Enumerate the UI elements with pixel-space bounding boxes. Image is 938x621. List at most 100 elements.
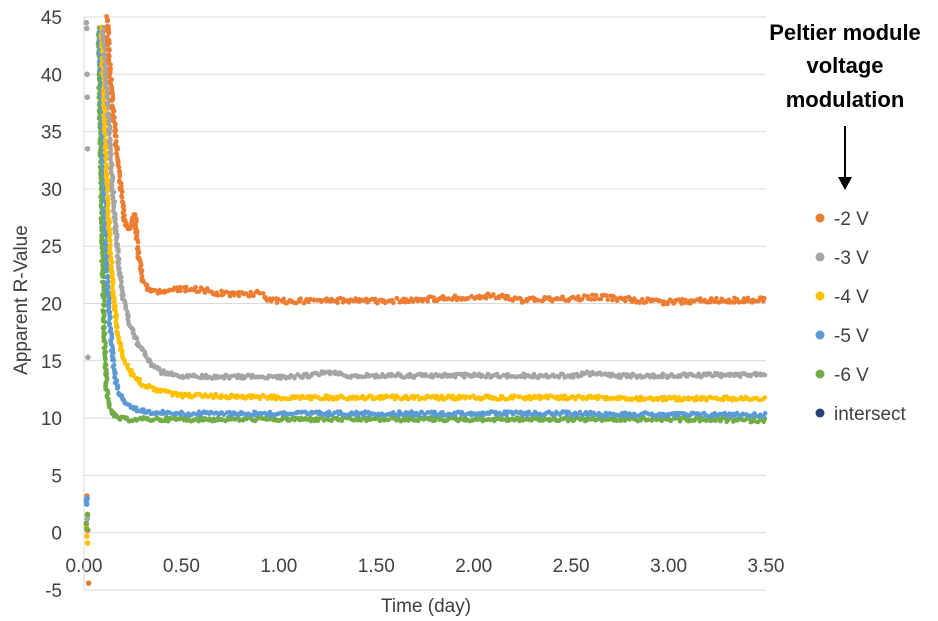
data-point xyxy=(102,319,108,325)
data-point xyxy=(524,413,530,418)
data-point xyxy=(129,368,134,373)
y-tick-label: 40 xyxy=(41,65,62,86)
data-point xyxy=(139,274,145,279)
data-point xyxy=(119,279,124,285)
data-point xyxy=(358,418,364,423)
data-point xyxy=(579,296,585,302)
data-point xyxy=(660,371,666,377)
data-point xyxy=(248,412,254,418)
data-point xyxy=(108,165,114,171)
data-point xyxy=(196,418,201,424)
early-points xyxy=(83,495,90,507)
data-point xyxy=(105,189,110,194)
early-points xyxy=(83,511,91,533)
data-point xyxy=(298,296,304,302)
data-point xyxy=(628,375,633,380)
data-point xyxy=(84,526,90,533)
data-point xyxy=(105,42,111,48)
data-point xyxy=(100,326,106,331)
data-point xyxy=(614,418,619,424)
data-point xyxy=(140,278,146,284)
data-point xyxy=(105,18,110,24)
data-point xyxy=(124,415,130,421)
data-point xyxy=(134,336,140,342)
data-point xyxy=(113,237,119,243)
data-point xyxy=(84,540,91,546)
data-point xyxy=(141,407,146,412)
data-point xyxy=(83,501,90,507)
y-tick-label: -5 xyxy=(45,581,62,602)
y-tick-label: 35 xyxy=(41,123,62,144)
data-point xyxy=(762,395,768,400)
data-point xyxy=(84,495,90,502)
data-point xyxy=(566,409,571,415)
legend-marker xyxy=(815,252,825,262)
data-point xyxy=(257,396,263,402)
y-axis-title: Apparent R-Value xyxy=(11,225,32,375)
data-point xyxy=(115,146,120,152)
y-axis-ticks: -5 0 5 10 15 20 25 30 35 40 45 xyxy=(41,8,62,602)
data-point xyxy=(668,418,674,424)
y-tick-label: 10 xyxy=(41,409,62,430)
series-neg6V-points xyxy=(95,25,768,425)
y-tick-label: 20 xyxy=(41,295,62,316)
data-point xyxy=(110,118,116,123)
data-point xyxy=(646,417,651,423)
data-point xyxy=(391,300,396,306)
x-tick-label: 2.50 xyxy=(553,556,590,577)
data-point xyxy=(584,369,590,375)
data-point xyxy=(387,411,393,417)
data-point xyxy=(115,386,120,391)
data-point xyxy=(707,300,713,305)
data-point xyxy=(452,412,458,418)
data-point xyxy=(311,297,317,303)
data-point xyxy=(395,395,401,400)
data-point xyxy=(643,299,649,305)
data-point xyxy=(406,299,411,305)
data-point xyxy=(101,303,107,308)
x-axis-ticks: 0.00 0.50 1.00 1.50 2.00 2.50 3.00 3.50 xyxy=(66,556,785,577)
data-point xyxy=(111,205,116,210)
data-point xyxy=(531,416,536,422)
data-point xyxy=(274,300,280,306)
data-point xyxy=(465,296,471,301)
data-point xyxy=(135,239,141,245)
x-tick-label: 0.50 xyxy=(163,556,200,577)
data-point xyxy=(102,350,107,355)
data-point xyxy=(446,394,452,400)
data-point xyxy=(108,251,114,256)
data-point xyxy=(659,375,665,380)
data-point xyxy=(605,297,611,303)
data-point xyxy=(762,372,768,378)
data-point xyxy=(103,340,108,346)
data-point xyxy=(115,325,120,330)
data-point xyxy=(535,298,540,303)
data-point xyxy=(178,391,183,397)
data-point xyxy=(158,387,164,393)
data-point xyxy=(108,238,113,243)
data-point xyxy=(104,268,109,274)
data-point xyxy=(219,288,224,294)
data-point xyxy=(425,299,430,304)
data-point xyxy=(136,250,142,256)
legend-marker xyxy=(815,369,825,379)
data-point xyxy=(121,218,126,223)
data-point xyxy=(414,413,420,418)
data-point xyxy=(112,299,117,304)
data-point xyxy=(125,362,131,368)
series-neg3V-points xyxy=(100,25,768,381)
data-point xyxy=(85,354,91,361)
data-point xyxy=(588,297,594,302)
data-point xyxy=(491,292,496,297)
data-point xyxy=(106,131,112,137)
data-point xyxy=(83,25,90,32)
data-point xyxy=(665,301,670,307)
y-tick-label: 45 xyxy=(41,8,62,29)
x-tick-label: 1.50 xyxy=(358,556,395,577)
data-point xyxy=(104,376,110,381)
data-point xyxy=(697,413,702,418)
data-point xyxy=(106,53,112,58)
data-point xyxy=(593,417,599,423)
data-point xyxy=(119,190,125,195)
x-tick-label: 2.00 xyxy=(455,556,492,577)
